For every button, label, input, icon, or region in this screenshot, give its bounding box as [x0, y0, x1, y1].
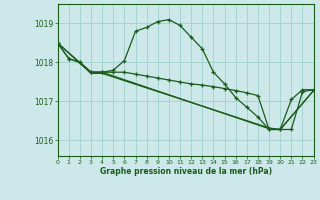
X-axis label: Graphe pression niveau de la mer (hPa): Graphe pression niveau de la mer (hPa) — [100, 167, 272, 176]
